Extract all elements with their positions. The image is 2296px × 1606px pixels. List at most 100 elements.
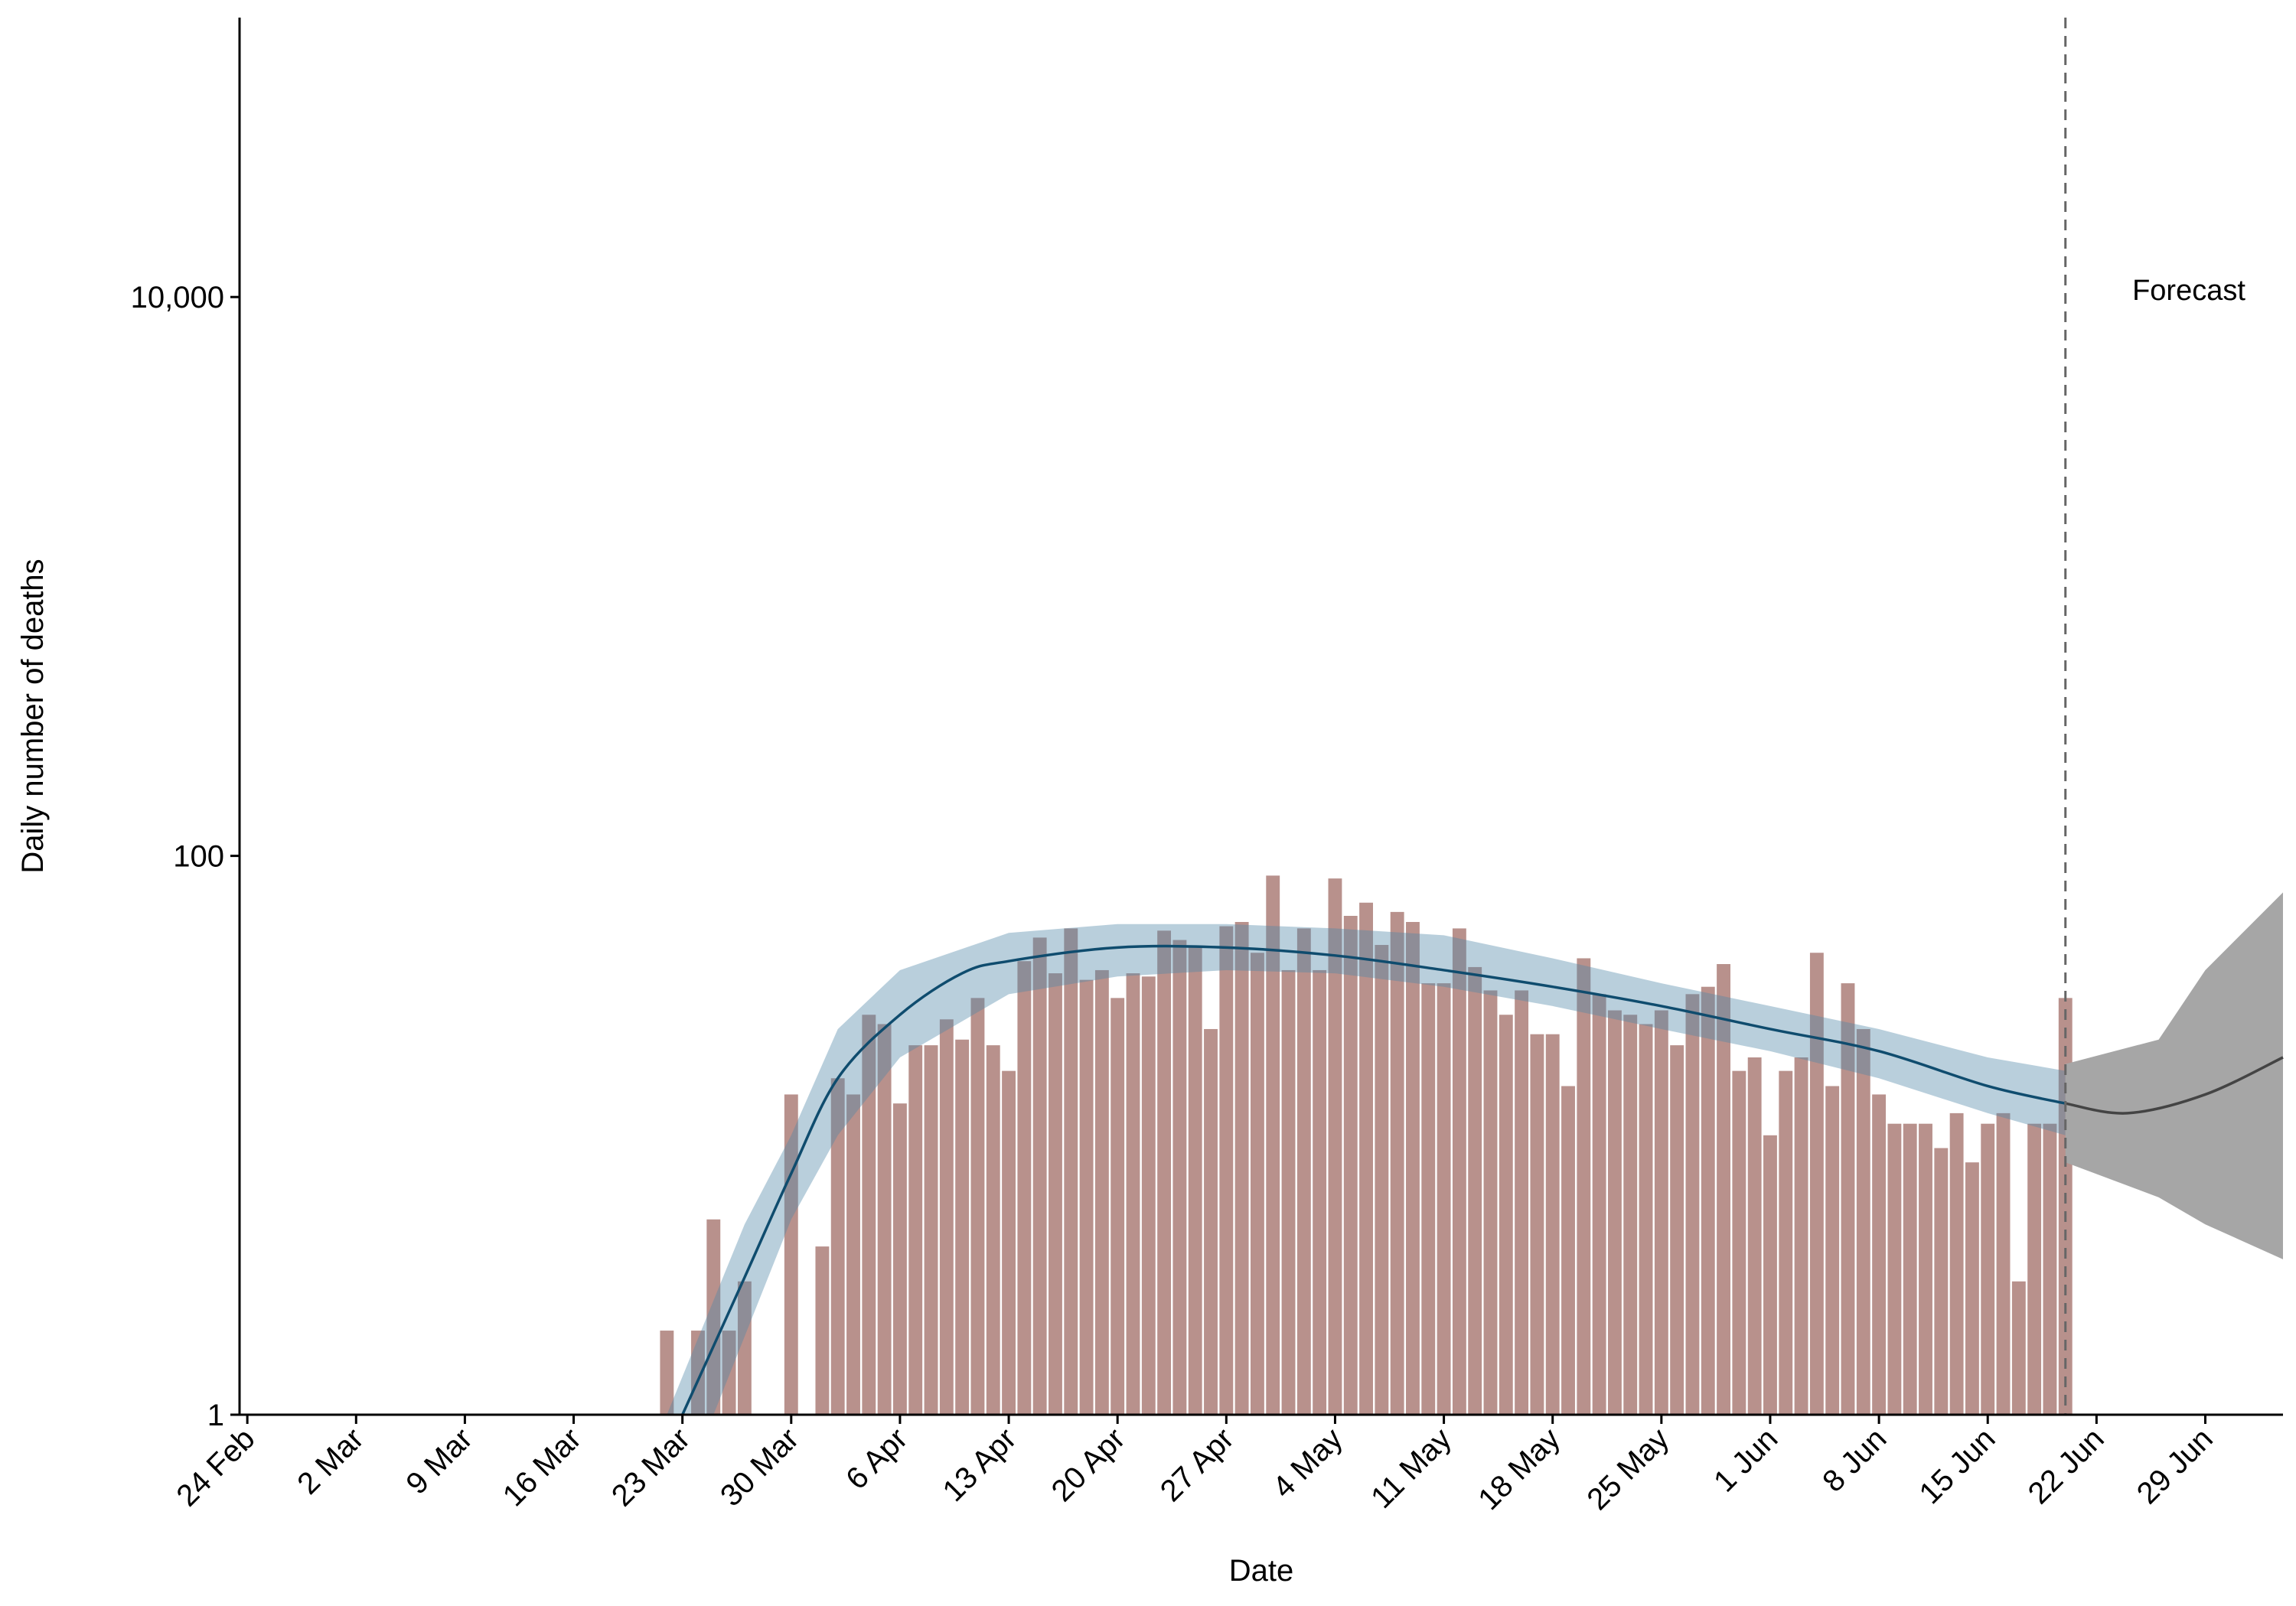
bar (1313, 969, 1327, 1415)
y-tick-label: 10,000 (131, 281, 224, 314)
bar (862, 1015, 876, 1415)
x-tick-label: 27 Apr (1154, 1422, 1241, 1508)
x-tick-label: 15 Jun (1913, 1422, 2002, 1510)
bar (2058, 998, 2073, 1415)
bar (1110, 998, 1125, 1415)
bar (1856, 1028, 1870, 1415)
bar (1002, 1070, 1016, 1415)
bar (1577, 958, 1591, 1415)
bar (706, 1219, 721, 1415)
bar (1049, 973, 1062, 1415)
x-tick-label: 24 Feb (170, 1422, 261, 1513)
bar (784, 1094, 798, 1415)
bar (1794, 1057, 1808, 1415)
bar (1887, 1123, 1902, 1415)
y-axis-label: Daily number of deaths (16, 559, 50, 873)
bar (660, 1331, 674, 1415)
bar (1296, 928, 1311, 1415)
x-tick-label: 13 Apr (937, 1422, 1023, 1508)
bar (1188, 947, 1202, 1415)
bar (1406, 921, 1420, 1415)
bar (1592, 994, 1606, 1415)
bar (1934, 1148, 1949, 1415)
x-tick-label: 16 Mar (497, 1422, 588, 1513)
bar (1343, 915, 1358, 1415)
bar (2011, 1281, 2026, 1415)
bar (1965, 1162, 1979, 1415)
x-axis-label: Date (1229, 1554, 1294, 1588)
x-tick-label: 11 May (1365, 1422, 1458, 1515)
x-tick-label: 25 May (1580, 1422, 1675, 1516)
x-tick-label: 18 May (1472, 1422, 1567, 1516)
bar (815, 1246, 830, 1415)
y-tick-label: 1 (207, 1399, 224, 1432)
bar (2043, 1123, 2057, 1415)
bar (1250, 953, 1264, 1415)
bar (1141, 976, 1156, 1415)
bar (1079, 979, 1094, 1415)
bar (846, 1094, 860, 1415)
x-tick-label: 23 Mar (605, 1422, 696, 1513)
x-tick-label: 1 Jun (1707, 1422, 1784, 1498)
bar (1545, 1034, 1560, 1415)
x-tick-label: 4 May (1267, 1422, 1349, 1504)
x-tick-label: 8 Jun (1816, 1422, 1893, 1498)
bar (1981, 1123, 1995, 1415)
bar (1437, 983, 1451, 1415)
fit-line (681, 944, 2066, 1415)
bar (1747, 1057, 1762, 1415)
bar (1032, 937, 1047, 1415)
bar (737, 1281, 752, 1415)
bar (1452, 928, 1466, 1415)
bar (2027, 1123, 2042, 1415)
bar (1607, 1010, 1622, 1415)
bar (1809, 953, 1824, 1415)
bar (1281, 969, 1296, 1415)
x-tick-label: 9 Mar (400, 1422, 478, 1500)
bar (1717, 964, 1730, 1415)
bar (1219, 926, 1234, 1415)
bar (986, 1045, 1000, 1415)
x-tick-label: 20 Apr (1045, 1422, 1132, 1508)
forecast-band (2065, 892, 2283, 1259)
bar (1375, 945, 1389, 1415)
bar (1685, 994, 1700, 1415)
bar (877, 1024, 892, 1415)
bar (1654, 1010, 1668, 1415)
bar (1157, 930, 1172, 1415)
bar (1328, 878, 1342, 1415)
bar (1017, 961, 1032, 1415)
bar (1266, 875, 1280, 1415)
bar (1126, 973, 1140, 1415)
bar (1763, 1135, 1777, 1415)
bar (1515, 990, 1529, 1415)
bar (691, 1331, 705, 1415)
bar (1390, 911, 1404, 1415)
bar (1949, 1112, 1964, 1415)
x-tick-label: 30 Mar (714, 1422, 805, 1513)
bar (892, 1103, 907, 1415)
bar (830, 1078, 845, 1415)
bar (955, 1039, 970, 1415)
bar (1094, 969, 1109, 1415)
bar (1670, 1045, 1684, 1415)
forecast-label: Forecast (2132, 275, 2245, 307)
bar (1204, 1028, 1218, 1415)
forecast-line (2065, 1056, 2284, 1115)
bar (1841, 983, 1855, 1415)
x-tick-label: 22 Jun (2022, 1422, 2111, 1510)
bar (722, 1331, 736, 1415)
x-tick-label: 6 Apr (840, 1422, 914, 1496)
bar (1468, 966, 1482, 1415)
bar (1919, 1123, 1932, 1415)
bar (1903, 1123, 1917, 1415)
bar (908, 1045, 923, 1415)
bar (1064, 928, 1078, 1415)
bar (939, 1019, 954, 1415)
bar (1996, 1112, 2011, 1415)
bar (1623, 1015, 1638, 1415)
bar (1172, 940, 1187, 1415)
bar (1499, 1015, 1513, 1415)
x-tick-label: 29 Jun (2131, 1422, 2219, 1510)
